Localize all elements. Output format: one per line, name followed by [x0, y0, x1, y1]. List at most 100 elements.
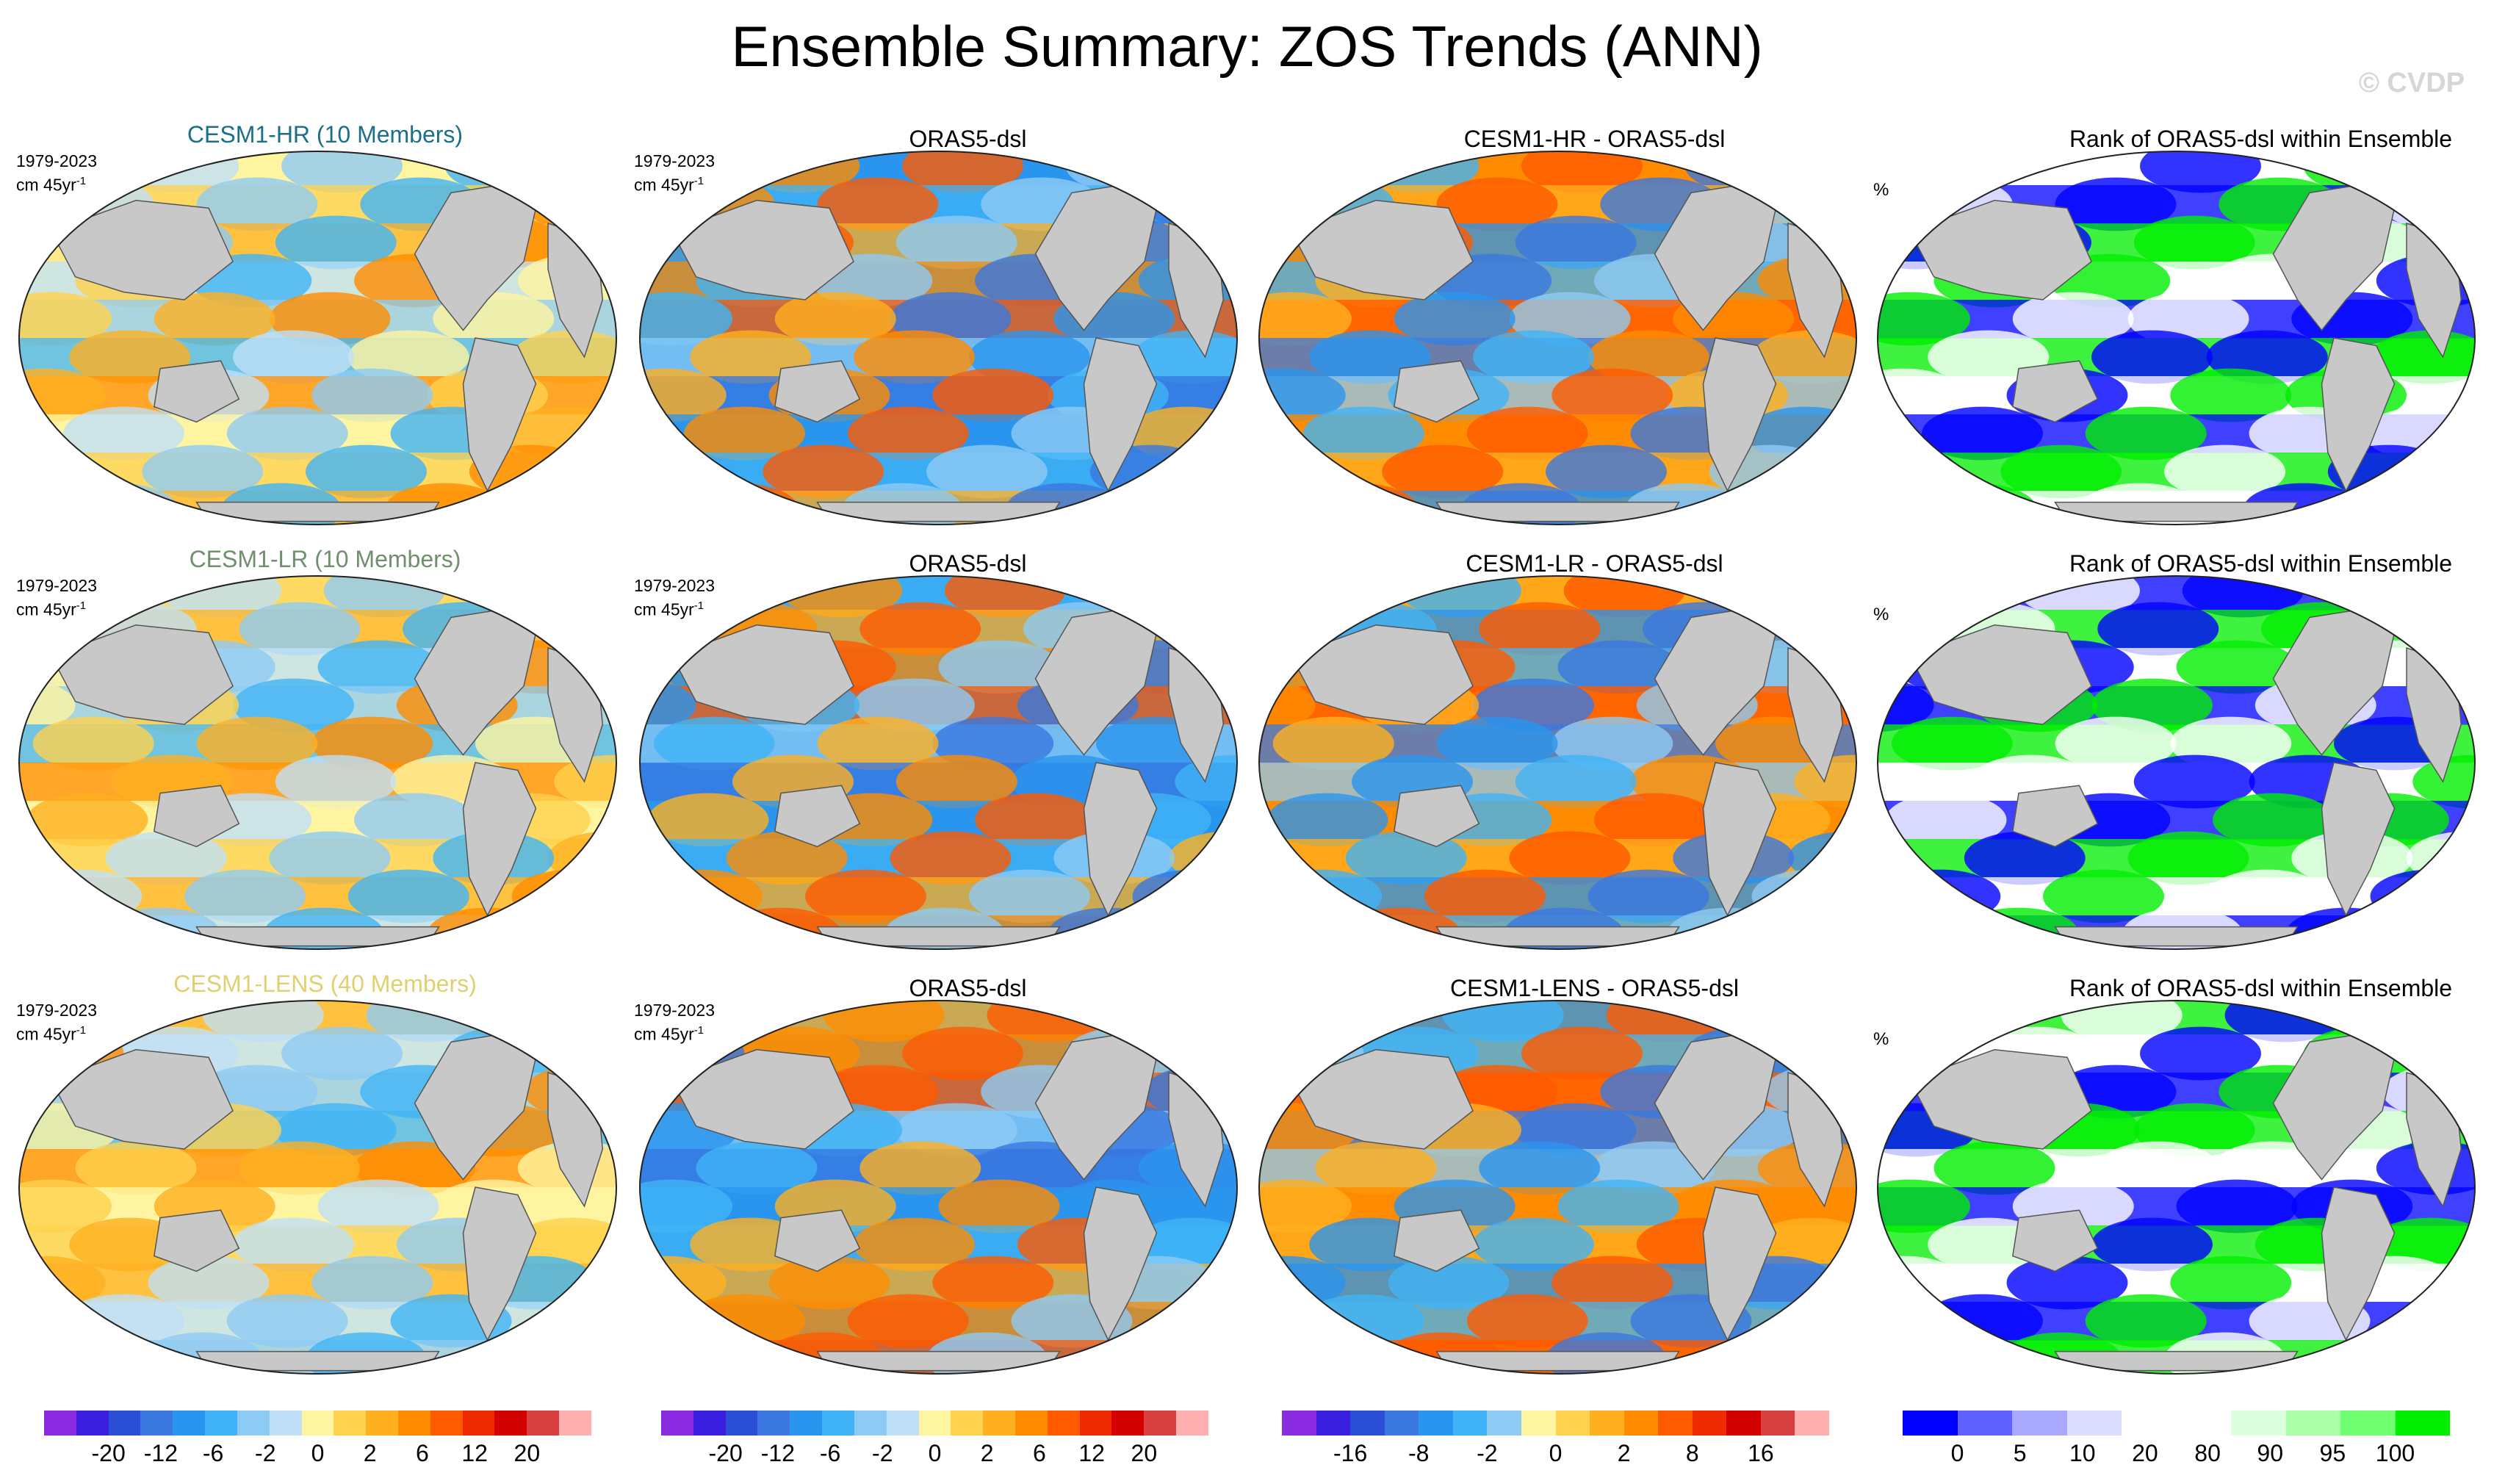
field-anomaly	[1551, 1256, 1673, 1310]
land-mass	[2054, 1350, 2299, 1372]
field-anomaly	[854, 330, 975, 384]
field-anomaly	[2176, 640, 2298, 694]
colorbar-swatch	[2012, 1411, 2067, 1436]
field-anomaly	[2388, 1001, 2475, 1042]
colorbar-tick-label: 20	[1131, 1440, 1158, 1466]
colorbar-tick-label: -2	[1477, 1440, 1498, 1466]
percent-label: %	[1873, 1029, 1889, 1049]
land-mass	[1393, 785, 1480, 848]
units-base: cm 45yr	[634, 1024, 694, 1044]
colorbar-swatch	[854, 1411, 887, 1436]
field-anomaly	[26, 793, 148, 847]
field-anomaly	[1424, 869, 1546, 923]
colorbar-labels-2: -20 -12 -6 -2 0 2 6 12 20	[661, 1440, 1208, 1469]
land-mass	[1435, 501, 1680, 522]
field-anomaly	[142, 444, 264, 499]
field-anomaly	[1394, 292, 1515, 346]
field-anomaly	[19, 576, 118, 618]
field-anomaly	[347, 869, 469, 923]
colorbar-tick-label: 80	[2194, 1440, 2221, 1466]
obs-map-2	[639, 1000, 1238, 1375]
field-anomaly	[1169, 483, 1237, 525]
field-anomaly	[2176, 1179, 2298, 1233]
field-anomaly	[805, 869, 926, 923]
field-anomaly	[317, 1179, 439, 1233]
model-panel-title: CESM1-LENS (40 Members)	[173, 970, 477, 997]
field-anomaly	[640, 576, 739, 618]
field-anomaly	[275, 215, 397, 270]
colorbar-swatch	[1555, 1411, 1590, 1436]
field-anomaly	[2407, 483, 2475, 525]
colorbar-swatch	[173, 1411, 206, 1436]
rank-map-2	[1877, 1000, 2476, 1375]
field-anomaly	[239, 1141, 361, 1195]
colorbar-swatch	[269, 1411, 302, 1436]
units-label: cm 45yr-1	[634, 596, 715, 620]
land-mass	[774, 1209, 861, 1272]
land-mass	[1909, 200, 2092, 300]
units-exponent: -1	[76, 599, 87, 612]
units-exponent: -1	[76, 1024, 87, 1037]
field-anomaly	[640, 907, 727, 949]
field-anomaly	[1521, 1026, 1643, 1081]
colorbar-tick-label: 20	[2132, 1440, 2158, 1466]
units-label: cm 45yr-1	[16, 171, 97, 195]
field-anomaly	[2412, 1294, 2475, 1348]
colorbar-swatch	[1014, 1411, 1048, 1436]
field-anomaly	[640, 151, 696, 193]
field-anomaly	[1878, 602, 1940, 656]
map-outline	[1258, 575, 1857, 950]
colorbar-swatch	[366, 1411, 398, 1436]
field-anomaly	[306, 444, 427, 499]
colorbar-tick-label: 12	[1078, 1440, 1105, 1466]
field-anomaly	[530, 1001, 616, 1042]
field-anomaly	[19, 678, 76, 732]
model-map-2	[18, 1000, 617, 1375]
field-anomaly	[640, 368, 727, 422]
field-anomaly	[2097, 602, 2219, 656]
field-anomaly	[19, 602, 82, 656]
land-mass	[153, 360, 240, 423]
colorbar-tick-label: 2	[980, 1440, 994, 1466]
obs-panel-title: ORAS5-dsl	[909, 126, 1027, 152]
units-base: cm 45yr	[16, 1024, 76, 1044]
map-outline	[1877, 575, 2476, 950]
colorbar-tick-label: -20	[91, 1440, 126, 1466]
colorbar-tick-label: -16	[1333, 1440, 1368, 1466]
land-mass	[816, 1350, 1061, 1372]
field-anomaly	[317, 640, 439, 694]
map-outline	[18, 1000, 617, 1375]
colorbar-swatch	[1384, 1411, 1419, 1436]
colorbar-swatch	[1795, 1411, 1829, 1436]
field-anomaly	[1266, 793, 1388, 847]
field-anomaly	[2133, 215, 2255, 270]
field-anomaly	[817, 177, 939, 231]
field-anomaly	[2370, 330, 2475, 384]
colorbar-tick-label: 2	[363, 1440, 377, 1466]
field-anomaly	[2133, 754, 2255, 809]
rank-panel-title: Rank of ORAS5-dsl within Ensemble	[2069, 975, 2453, 1001]
field-anomaly	[39, 1001, 160, 1042]
field-anomaly	[932, 1256, 1054, 1310]
land-mass	[671, 200, 854, 300]
colorbar-swatch	[1111, 1411, 1145, 1436]
units-label: cm 45yr-1	[16, 596, 97, 620]
land-mass	[462, 1186, 537, 1341]
land-mass	[2321, 1186, 2396, 1341]
field-anomaly	[2170, 368, 2292, 422]
field-anomaly	[2012, 292, 2134, 346]
land-mass	[195, 926, 440, 947]
land-mass	[2054, 501, 2299, 522]
units-exponent: -1	[76, 175, 87, 187]
land-mass	[1393, 360, 1480, 423]
period-label: 1979-2023	[16, 1001, 97, 1020]
field-anomaly	[1315, 1141, 1437, 1195]
field-anomaly	[902, 1026, 1023, 1081]
field-anomaly	[926, 444, 1048, 499]
field-anomaly	[1885, 793, 2007, 847]
field-anomaly	[1515, 754, 1637, 809]
field-anomaly	[1303, 406, 1424, 461]
period-label: 1979-2023	[16, 151, 97, 170]
field-anomaly	[1266, 1332, 1388, 1374]
field-anomaly	[19, 151, 76, 193]
